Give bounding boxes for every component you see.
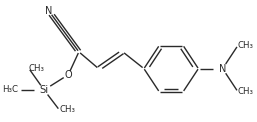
Text: H₃C: H₃C	[2, 86, 19, 94]
Text: Si: Si	[40, 85, 49, 95]
Text: N: N	[219, 64, 226, 74]
Text: CH₃: CH₃	[238, 41, 254, 50]
Text: CH₃: CH₃	[59, 105, 75, 114]
Text: CH₃: CH₃	[29, 64, 45, 73]
Text: O: O	[65, 70, 72, 80]
Text: CH₃: CH₃	[238, 87, 254, 96]
Text: N: N	[45, 6, 52, 16]
